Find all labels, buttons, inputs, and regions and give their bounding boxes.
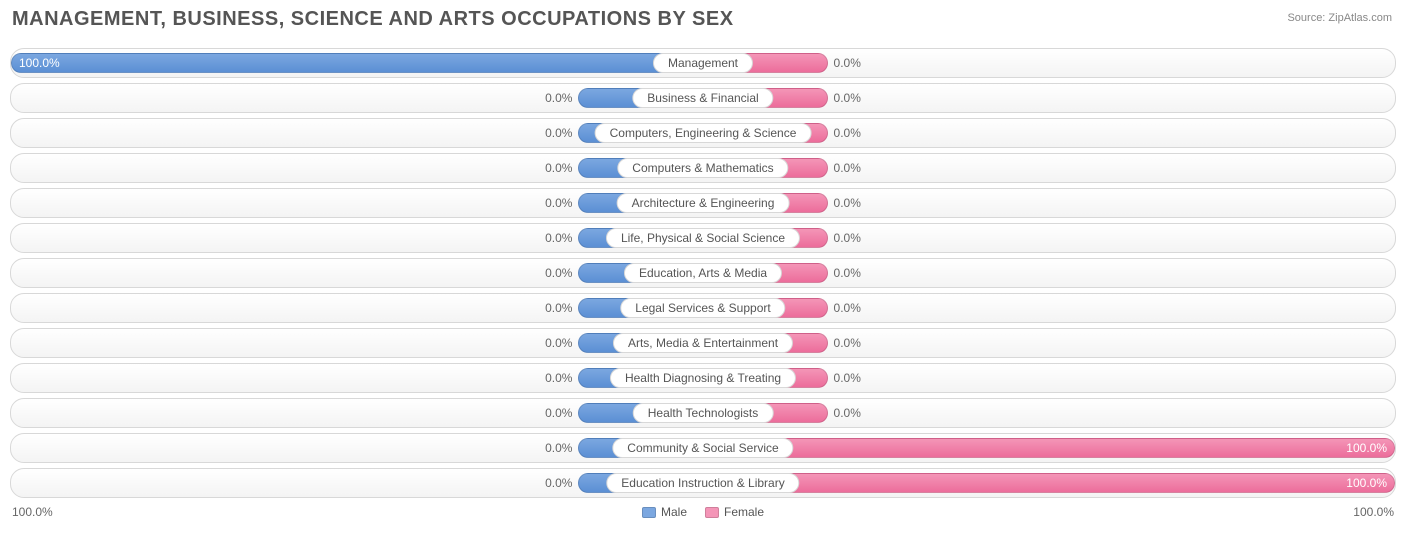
- male-half: 0.0%: [11, 189, 703, 217]
- axis-left-label: 100.0%: [12, 505, 53, 519]
- legend-item-male: Male: [642, 505, 687, 519]
- male-bar: [11, 53, 703, 73]
- male-value-label: 0.0%: [545, 91, 572, 105]
- male-half: 0.0%: [11, 224, 703, 252]
- male-value-label: 100.0%: [19, 56, 60, 70]
- female-bar: [703, 473, 1395, 493]
- chart-container: MANAGEMENT, BUSINESS, SCIENCE AND ARTS O…: [10, 0, 1396, 559]
- category-label: Education Instruction & Library: [606, 473, 799, 493]
- legend: Male Female: [642, 505, 764, 519]
- chart-title: MANAGEMENT, BUSINESS, SCIENCE AND ARTS O…: [10, 0, 1396, 41]
- chart-row: 0.0% 0.0% Legal Services & Support: [10, 293, 1396, 323]
- male-half: 0.0%: [11, 154, 703, 182]
- female-value-label: 0.0%: [834, 371, 861, 385]
- female-bar: [703, 438, 1395, 458]
- male-half: 0.0%: [11, 84, 703, 112]
- female-half: 0.0%: [703, 329, 1395, 357]
- male-half: 0.0%: [11, 434, 703, 462]
- male-half: 100.0%: [11, 49, 703, 77]
- female-half: 0.0%: [703, 49, 1395, 77]
- male-value-label: 0.0%: [545, 196, 572, 210]
- male-value-label: 0.0%: [545, 336, 572, 350]
- category-label: Business & Financial: [632, 88, 773, 108]
- category-label: Management: [653, 53, 753, 73]
- male-half: 0.0%: [11, 399, 703, 427]
- chart-row: 0.0% 0.0% Arts, Media & Entertainment: [10, 328, 1396, 358]
- legend-female-label: Female: [724, 505, 764, 519]
- female-half: 0.0%: [703, 294, 1395, 322]
- chart-row: 0.0% 0.0% Life, Physical & Social Science: [10, 223, 1396, 253]
- male-swatch-icon: [642, 507, 656, 518]
- male-half: 0.0%: [11, 469, 703, 497]
- category-label: Community & Social Service: [612, 438, 793, 458]
- chart-rows: 100.0% 0.0% Management 0.0% 0.0% Business & F…: [10, 48, 1396, 503]
- source-attribution: Source: ZipAtlas.com: [1287, 12, 1392, 24]
- female-half: 0.0%: [703, 399, 1395, 427]
- chart-row: 0.0% 0.0% Architecture & Engineering: [10, 188, 1396, 218]
- female-value-label: 0.0%: [834, 196, 861, 210]
- female-half: 0.0%: [703, 154, 1395, 182]
- female-value-label: 0.0%: [834, 406, 861, 420]
- male-value-label: 0.0%: [545, 441, 572, 455]
- female-value-label: 0.0%: [834, 56, 861, 70]
- category-label: Health Diagnosing & Treating: [610, 368, 796, 388]
- axis-right-label: 100.0%: [1353, 505, 1394, 519]
- chart-row: 0.0% 0.0% Business & Financial: [10, 83, 1396, 113]
- category-label: Arts, Media & Entertainment: [613, 333, 793, 353]
- legend-item-female: Female: [705, 505, 764, 519]
- male-value-label: 0.0%: [545, 231, 572, 245]
- female-value-label: 0.0%: [834, 126, 861, 140]
- female-half: 0.0%: [703, 84, 1395, 112]
- female-value-label: 0.0%: [834, 336, 861, 350]
- female-value-label: 100.0%: [1346, 476, 1387, 490]
- male-value-label: 0.0%: [545, 301, 572, 315]
- male-value-label: 0.0%: [545, 406, 572, 420]
- category-label: Computers & Mathematics: [617, 158, 788, 178]
- male-half: 0.0%: [11, 364, 703, 392]
- female-value-label: 100.0%: [1346, 441, 1387, 455]
- male-half: 0.0%: [11, 329, 703, 357]
- chart-row: 100.0% 0.0% Management: [10, 48, 1396, 78]
- chart-row: 0.0% 100.0% Education Instruction & Librar…: [10, 468, 1396, 498]
- female-half: 0.0%: [703, 189, 1395, 217]
- female-value-label: 0.0%: [834, 266, 861, 280]
- female-swatch-icon: [705, 507, 719, 518]
- female-value-label: 0.0%: [834, 91, 861, 105]
- category-label: Architecture & Engineering: [617, 193, 790, 213]
- chart-row: 0.0% 0.0% Education, Arts & Media: [10, 258, 1396, 288]
- legend-male-label: Male: [661, 505, 687, 519]
- female-half: 0.0%: [703, 259, 1395, 287]
- category-label: Life, Physical & Social Science: [606, 228, 800, 248]
- female-value-label: 0.0%: [834, 301, 861, 315]
- chart-row: 0.0% 0.0% Health Technologists: [10, 398, 1396, 428]
- category-label: Education, Arts & Media: [624, 263, 782, 283]
- chart-row: 0.0% 100.0% Community & Social Service: [10, 433, 1396, 463]
- female-half: 0.0%: [703, 364, 1395, 392]
- female-half: 100.0%: [703, 434, 1395, 462]
- male-value-label: 0.0%: [545, 476, 572, 490]
- male-half: 0.0%: [11, 294, 703, 322]
- female-value-label: 0.0%: [834, 161, 861, 175]
- category-label: Legal Services & Support: [620, 298, 785, 318]
- female-half: 0.0%: [703, 224, 1395, 252]
- chart-row: 0.0% 0.0% Computers, Engineering & Science: [10, 118, 1396, 148]
- category-label: Health Technologists: [633, 403, 774, 423]
- female-half: 100.0%: [703, 469, 1395, 497]
- female-value-label: 0.0%: [834, 231, 861, 245]
- chart-row: 0.0% 0.0% Computers & Mathematics: [10, 153, 1396, 183]
- male-value-label: 0.0%: [545, 161, 572, 175]
- male-half: 0.0%: [11, 259, 703, 287]
- chart-row: 0.0% 0.0% Health Diagnosing & Treating: [10, 363, 1396, 393]
- male-value-label: 0.0%: [545, 126, 572, 140]
- category-label: Computers, Engineering & Science: [595, 123, 812, 143]
- male-value-label: 0.0%: [545, 371, 572, 385]
- male-value-label: 0.0%: [545, 266, 572, 280]
